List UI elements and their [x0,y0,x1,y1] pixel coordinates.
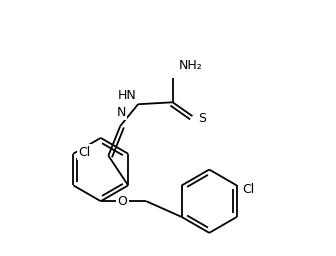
Text: Cl: Cl [243,183,255,196]
Text: O: O [118,195,127,208]
Text: NH₂: NH₂ [179,59,202,72]
Text: S: S [198,112,206,125]
Text: N: N [117,106,126,119]
Text: Cl: Cl [79,146,91,159]
Text: HN: HN [117,89,136,102]
